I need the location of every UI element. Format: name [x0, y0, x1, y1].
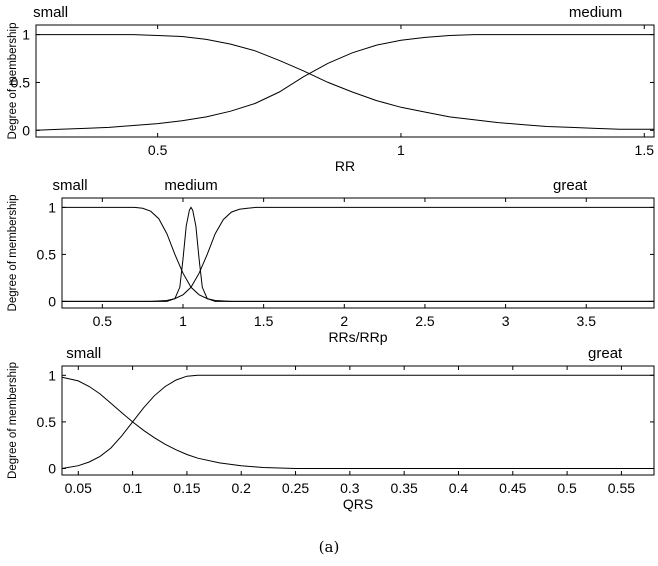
y-tick-label: 0.5: [11, 74, 31, 90]
y-tick-label: 1: [48, 367, 56, 383]
figure-caption: (a): [319, 538, 340, 556]
x-tick-label: 1.5: [635, 142, 655, 158]
y-axis-label: Degree of membership: [7, 23, 19, 140]
x-tick-label: 1: [397, 142, 405, 158]
y-tick-label: 0.5: [37, 414, 57, 430]
y-tick-label: 1: [22, 27, 30, 43]
y-tick-label: 0: [22, 122, 30, 138]
x-axis-label: QRS: [343, 496, 373, 512]
plot-frame: [61, 365, 655, 476]
chart-2: 0.5 1 1.5 2 2.5 3 3.5 0 0.5 1 RRs/RRp Degree of mem…: [7, 177, 655, 345]
series-line-small: [61, 376, 654, 469]
x-tick-label: 1: [179, 313, 187, 329]
x-tick-label: 0.3: [340, 480, 360, 496]
series-line-small: [36, 34, 654, 130]
x-tick-label: 0.35: [391, 480, 418, 496]
series-label-small: small: [66, 345, 101, 362]
series-label-medium: medium: [569, 4, 622, 21]
x-tick-label: 0.25: [282, 480, 309, 496]
plot-frame: [35, 24, 655, 138]
series-label-small: small: [33, 4, 68, 21]
x-tick-label: 0.1: [123, 480, 143, 496]
x-tick-label: 3.5: [577, 313, 597, 329]
plot-frame: [61, 197, 655, 309]
series-line-great: [62, 206, 654, 302]
series-label-great: great: [553, 177, 588, 194]
x-tick-label: 0.45: [499, 480, 526, 496]
series-line-medium: [35, 34, 654, 131]
x-tick-label: 0.4: [449, 480, 469, 496]
y-tick-label: 0: [48, 293, 56, 309]
x-tick-label: 0.2: [231, 480, 251, 496]
x-tick-label: 3: [502, 313, 510, 329]
series-line-great: [61, 374, 654, 469]
x-tick-label: 0.55: [608, 480, 635, 496]
x-tick-label: 0.5: [148, 142, 168, 158]
series-label-medium: medium: [164, 177, 217, 194]
x-axis-label: RR: [335, 158, 355, 174]
x-tick-label: 0.15: [173, 480, 200, 496]
chart-1: 0.5 1 1.5 0 0.5 1 RR Degree of membership small m…: [7, 4, 655, 174]
series-label-great: great: [588, 345, 623, 362]
chart-3: 0.05 0.1 0.15 0.2 0.25 0.3 0.35 0.4 0.45 0.5 0.55 0…: [7, 345, 655, 512]
series-label-small: small: [53, 177, 88, 194]
x-tick-label: 2.5: [415, 313, 435, 329]
x-tick-label: 0.5: [557, 480, 577, 496]
x-tick-label: 0.5: [93, 313, 113, 329]
x-tick-label: 0.05: [65, 480, 92, 496]
y-tick-label: 0.5: [37, 246, 57, 262]
y-axis-label: Degree of membership: [7, 362, 19, 479]
series-line-small: [62, 206, 654, 302]
y-axis-label: Degree of membership: [7, 195, 19, 312]
y-tick-label: 0: [48, 460, 56, 476]
x-tick-label: 2: [340, 313, 348, 329]
series-line-medium: [62, 206, 654, 302]
x-axis-label: RRs/RRp: [328, 329, 387, 345]
x-tick-label: 1.5: [254, 313, 274, 329]
y-tick-label: 1: [48, 199, 56, 215]
